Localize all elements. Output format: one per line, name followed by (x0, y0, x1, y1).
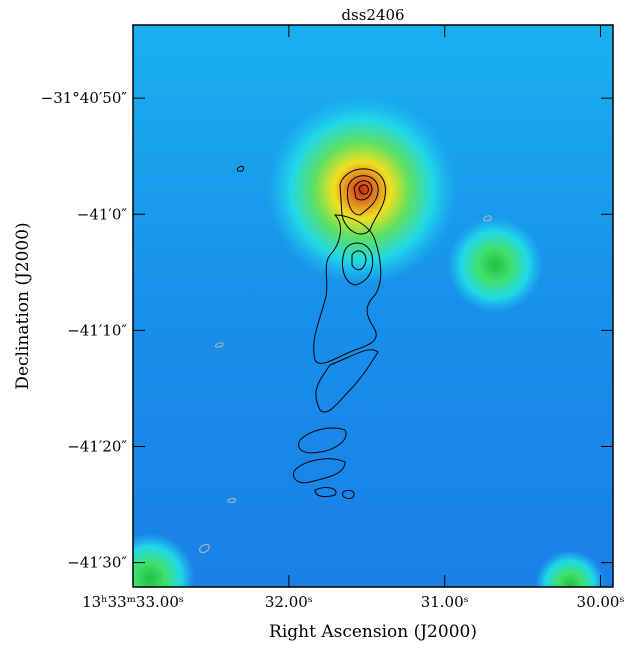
y-tick-label: −41′10″ (67, 321, 127, 339)
x-tick-label: 32.00ˢ (265, 593, 313, 611)
x-axis-label: Right Ascension (J2000) (269, 622, 477, 642)
y-tick-label: −41′0″ (77, 205, 128, 223)
y-tick-label: −41′20″ (67, 438, 127, 456)
x-tick-label: 31.00ˢ (421, 593, 469, 611)
x-tick-label: 30.00ˢ (577, 593, 625, 611)
y-tick-label: −41′30″ (67, 554, 127, 572)
x-tick-label: 13ʰ33ᵐ33.00ˢ (82, 593, 184, 611)
plot-frame (132, 24, 614, 588)
y-tick-label: −31°40′50″ (41, 89, 128, 107)
chart-title: dss2406 (341, 6, 404, 24)
image (133, 25, 613, 587)
y-axis-label: Declination (J2000) (13, 222, 33, 389)
